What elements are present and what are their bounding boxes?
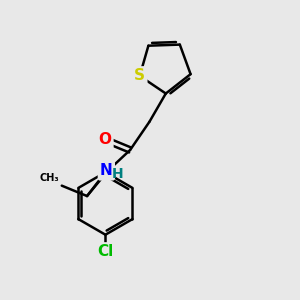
Text: S: S [134,68,145,83]
Text: H: H [112,167,123,182]
Text: Cl: Cl [97,244,113,260]
Text: CH₃: CH₃ [40,173,59,183]
Text: O: O [98,132,111,147]
Text: N: N [100,163,113,178]
